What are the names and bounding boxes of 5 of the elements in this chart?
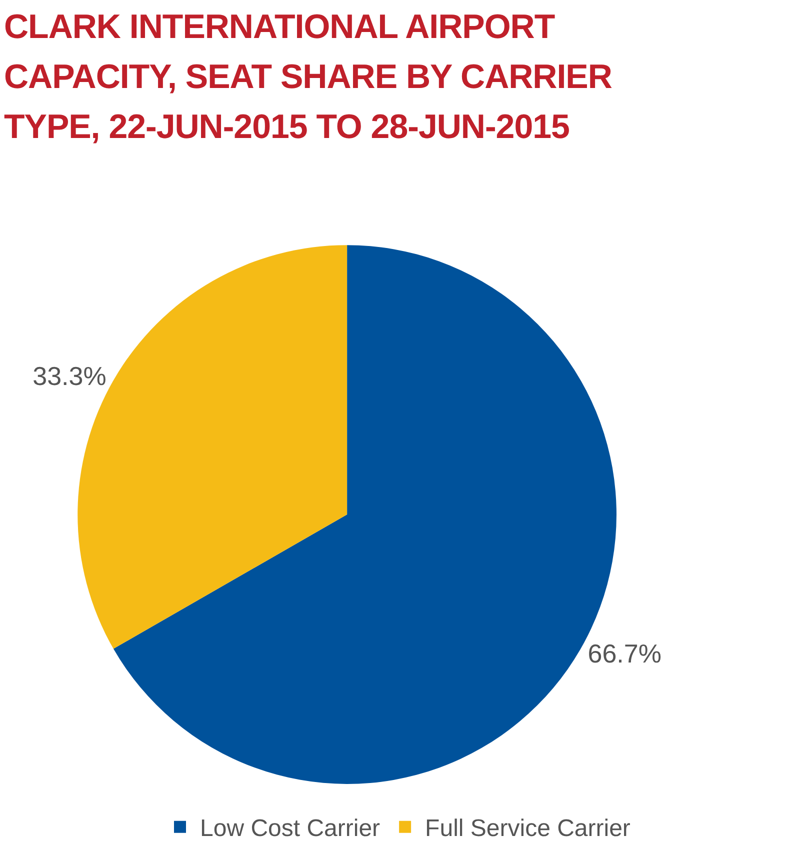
chart-title: CLARK INTERNATIONAL AIRPORT CAPACITY, SEAT SHARE BY CARRIER TYPE, 22-JUN-2015 TO 28-JUN-2015 xyxy=(4,7,613,148)
data-label: 66.7% xyxy=(588,638,662,668)
data-label: 33.3% xyxy=(32,360,106,391)
legend-label: Full Service Carrier xyxy=(425,815,630,842)
legend-label: Low Cost Carrier xyxy=(200,815,380,842)
